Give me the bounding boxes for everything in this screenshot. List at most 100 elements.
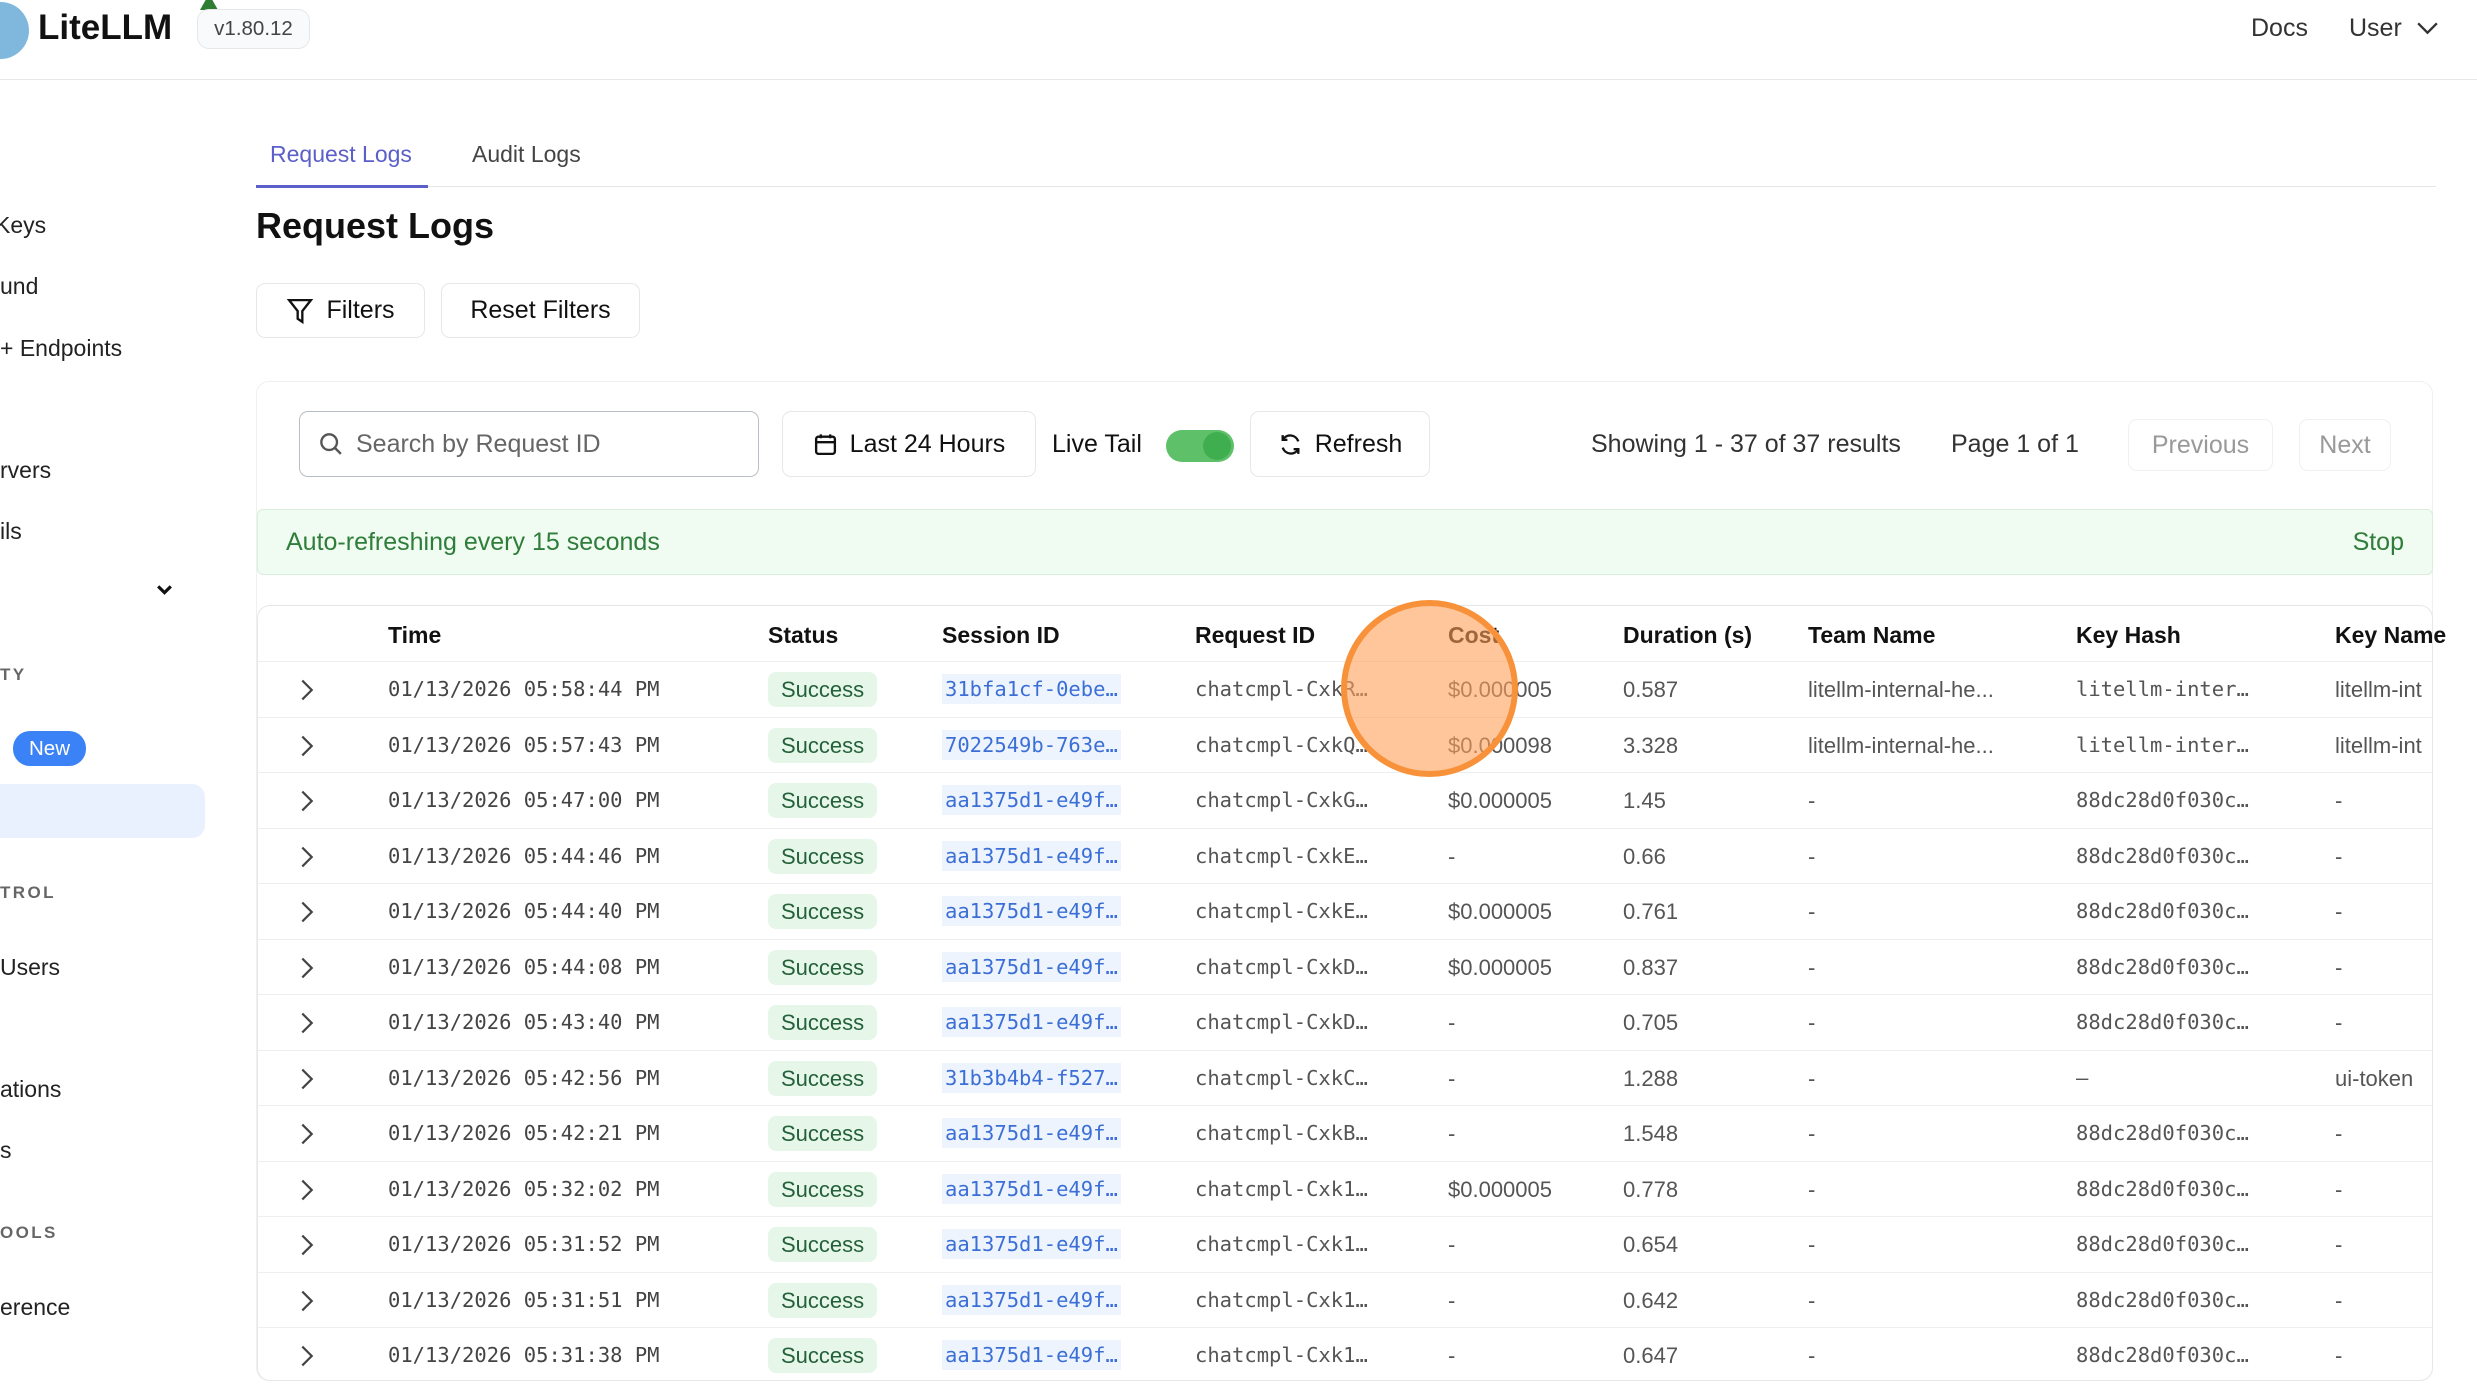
expand-chevron-icon[interactable] (299, 790, 315, 812)
session-id-link[interactable]: aa1375d1-e49f… (942, 840, 1121, 871)
previous-button[interactable]: Previous (2128, 419, 2273, 471)
expand-chevron-icon[interactable] (299, 1068, 315, 1090)
cell-text: litellm-inter… (2076, 677, 2249, 701)
user-menu[interactable]: User (2349, 14, 2440, 43)
cell-session-id[interactable]: aa1375d1-e49f… (942, 1328, 1121, 1384)
table-row[interactable]: 01/13/2026 05:47:00 PM Success aa1375d1-e4… (258, 772, 2432, 828)
cell-cost: - (1448, 829, 1455, 885)
column-header-duration[interactable]: Duration (s) (1623, 622, 1753, 648)
table-row[interactable]: 01/13/2026 05:43:40 PM Success aa1375d1-e4… (258, 994, 2432, 1050)
cell-team-name: - (1808, 995, 1815, 1051)
cell-session-id[interactable]: aa1375d1-e49f… (942, 995, 1121, 1051)
sidebar-item-guardrails[interactable]: ils (0, 518, 22, 544)
cell-cost: - (1448, 1217, 1455, 1273)
expand-chevron-icon[interactable] (299, 901, 315, 923)
cell-session-id[interactable]: 31b3b4b4-f527… (942, 1051, 1121, 1107)
cell-text: chatcmpl-CxkG… (1195, 788, 1368, 812)
sidebar-item-settings[interactable]: s (0, 1137, 12, 1163)
sidebar-item-logs-selected[interactable] (0, 784, 205, 838)
search-input[interactable]: Search by Request ID (299, 411, 759, 477)
table-row[interactable]: 01/13/2026 05:57:43 PM Success 7022549b-76… (258, 716, 2432, 774)
table-row[interactable]: 01/13/2026 05:32:02 PM Success aa1375d1-e4… (258, 1160, 2432, 1218)
sidebar-item-api-reference[interactable]: erence (0, 1294, 71, 1320)
filters-button[interactable]: Filters (256, 283, 425, 338)
session-id-link[interactable]: 7022549b-763e… (942, 729, 1121, 760)
column-header-status[interactable]: Status (768, 622, 839, 648)
cell-text: 0.587 (1623, 677, 1679, 702)
docs-link[interactable]: Docs (2251, 14, 2308, 42)
column-header-session-id[interactable]: Session ID (942, 622, 1060, 648)
cell-session-id[interactable]: aa1375d1-e49f… (942, 1106, 1121, 1162)
cell-session-id[interactable]: aa1375d1-e49f… (942, 1273, 1121, 1329)
expand-chevron-icon[interactable] (299, 679, 315, 701)
table-row[interactable]: 01/13/2026 05:44:40 PM Success aa1375d1-e4… (258, 883, 2432, 939)
sidebar-item-integrations[interactable]: ations (0, 1076, 62, 1102)
expand-chevron-icon[interactable] (299, 735, 315, 757)
cell-text: 01/13/2026 05:42:56 PM (388, 1065, 660, 1090)
table-row[interactable]: 01/13/2026 05:44:08 PM Success aa1375d1-e4… (258, 938, 2432, 996)
table-row[interactable]: 01/13/2026 05:31:38 PM Success aa1375d1-e4… (258, 1327, 2432, 1383)
column-header-time[interactable]: Time (388, 622, 442, 648)
cell-session-id[interactable]: aa1375d1-e49f… (942, 773, 1121, 829)
sidebar-item-endpoints[interactable]: + Endpoints (0, 335, 123, 361)
next-button[interactable]: Next (2299, 419, 2391, 471)
session-id-link[interactable]: aa1375d1-e49f… (942, 1173, 1121, 1204)
column-header-key-name[interactable]: Key Name (2335, 622, 2447, 648)
expand-chevron-icon[interactable] (299, 957, 315, 979)
session-id-link[interactable]: 31b3b4b4-f527… (942, 1062, 1121, 1093)
table-row[interactable]: 01/13/2026 05:42:56 PM Success 31b3b4b4-f5… (258, 1049, 2432, 1107)
cell-team-name: - (1808, 829, 1815, 885)
session-id-link[interactable]: aa1375d1-e49f… (942, 896, 1121, 926)
reset-filters-button[interactable]: Reset Filters (441, 283, 640, 338)
session-id-link[interactable]: aa1375d1-e49f… (942, 1007, 1121, 1037)
table-row[interactable]: 01/13/2026 05:44:46 PM Success aa1375d1-e4… (258, 827, 2432, 885)
stop-button[interactable]: Stop (2352, 528, 2404, 556)
cell-session-id[interactable]: 7022549b-763e… (942, 718, 1121, 774)
sidebar-item-keys[interactable]: Keys (0, 212, 47, 238)
cell-time: 01/13/2026 05:57:43 PM (388, 718, 660, 774)
column-header-team-name[interactable]: Team Name (1808, 622, 1936, 648)
cell-duration: 0.66 (1623, 829, 1666, 885)
chevron-down-icon[interactable] (155, 583, 174, 596)
session-id-link[interactable]: aa1375d1-e49f… (942, 1284, 1121, 1315)
expand-chevron-icon[interactable] (299, 1179, 315, 1201)
session-id-link[interactable]: 31bfa1cf-0ebe… (942, 674, 1121, 704)
cell-session-id[interactable]: aa1375d1-e49f… (942, 1162, 1121, 1218)
status-badge: Success (768, 838, 878, 874)
cell-session-id[interactable]: aa1375d1-e49f… (942, 884, 1121, 940)
expand-chevron-icon[interactable] (299, 1234, 315, 1256)
cell-text: 0.761 (1623, 899, 1679, 924)
table-row[interactable]: 01/13/2026 05:31:52 PM Success aa1375d1-e4… (258, 1216, 2432, 1272)
sidebar-item-users[interactable]: Users (0, 954, 61, 980)
table-row[interactable]: 01/13/2026 05:31:51 PM Success aa1375d1-e4… (258, 1271, 2432, 1329)
session-id-link[interactable]: aa1375d1-e49f… (942, 951, 1121, 982)
tab-audit-logs[interactable]: Audit Logs (472, 141, 581, 167)
session-id-link[interactable]: aa1375d1-e49f… (942, 785, 1121, 815)
cell-text: - (1808, 843, 1816, 869)
tab-request-logs[interactable]: Request Logs (270, 141, 412, 167)
expand-chevron-icon[interactable] (299, 1012, 315, 1034)
cell-duration: 0.837 (1623, 940, 1678, 996)
cell-session-id[interactable]: 31bfa1cf-0ebe… (942, 662, 1121, 718)
column-header-key-hash[interactable]: Key Hash (2076, 622, 2181, 648)
sidebar-item-playground[interactable]: und (0, 273, 39, 299)
session-id-link[interactable]: aa1375d1-e49f… (942, 1340, 1121, 1370)
expand-chevron-icon[interactable] (299, 846, 315, 868)
live-tail-toggle[interactable] (1166, 430, 1234, 462)
sidebar-item-servers[interactable]: rvers (0, 457, 52, 483)
column-header-request-id[interactable]: Request ID (1195, 622, 1316, 648)
date-range-button[interactable]: Last 24 Hours (782, 411, 1036, 477)
cell-session-id[interactable]: aa1375d1-e49f… (942, 829, 1121, 885)
expand-chevron-icon[interactable] (299, 1123, 315, 1145)
cell-text: 01/13/2026 05:44:40 PM (388, 899, 660, 923)
cell-session-id[interactable]: aa1375d1-e49f… (942, 1217, 1121, 1273)
cell-session-id[interactable]: aa1375d1-e49f… (942, 940, 1121, 996)
refresh-button[interactable]: Refresh (1250, 411, 1430, 477)
session-id-link[interactable]: aa1375d1-e49f… (942, 1118, 1121, 1148)
expand-chevron-icon[interactable] (299, 1345, 315, 1367)
cell-request-id: chatcmpl-CxkG… (1195, 773, 1368, 829)
session-id-link[interactable]: aa1375d1-e49f… (942, 1229, 1121, 1259)
table-row[interactable]: 01/13/2026 05:42:21 PM Success aa1375d1-e4… (258, 1105, 2432, 1161)
expand-chevron-icon[interactable] (299, 1290, 315, 1312)
